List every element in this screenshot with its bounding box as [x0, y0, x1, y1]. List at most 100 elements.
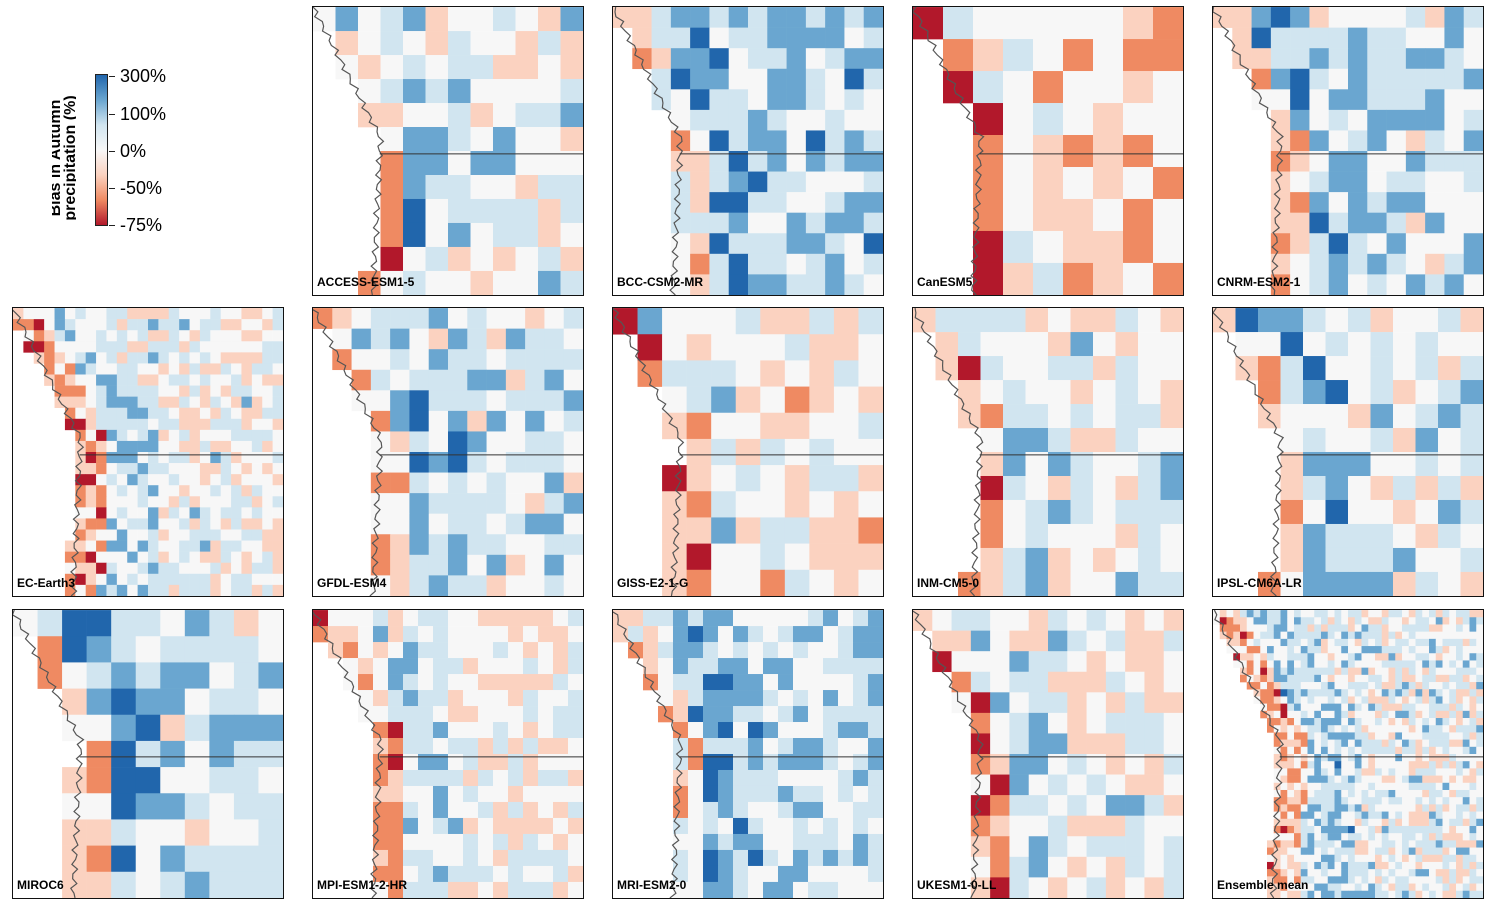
bias-cell [1294, 718, 1302, 726]
bias-cell [462, 769, 479, 787]
bias-cell [1280, 718, 1288, 726]
bias-cell [1388, 674, 1396, 683]
bias-cell [1422, 653, 1430, 661]
bias-cell [1408, 840, 1416, 848]
bias-cell [1438, 547, 1461, 573]
bias-cell [1294, 710, 1302, 719]
bias-cell [807, 881, 824, 898]
bias-cell [1422, 840, 1430, 848]
bias-cell [1341, 890, 1349, 898]
map-panel-ipsl-cm6a-lr: IPSL-CM6A-LR [1212, 307, 1484, 597]
bias-cell [433, 690, 449, 707]
bias-cell [1402, 782, 1410, 791]
bias-cell [1321, 869, 1329, 877]
bias-cell [1386, 48, 1407, 70]
bias-cell [523, 706, 539, 723]
bias-cell [1280, 571, 1304, 596]
bias-cell [106, 429, 118, 442]
bias-cell [85, 330, 97, 342]
bias-cell [477, 642, 494, 659]
bias-cell [1348, 739, 1356, 748]
bias-cell [823, 706, 839, 723]
bias-cell [448, 754, 464, 771]
bias-cell [1048, 795, 1068, 816]
bias-cell [64, 374, 76, 386]
bias-cell [210, 308, 221, 320]
bias-cell [1341, 811, 1349, 820]
bias-cell [1348, 130, 1368, 152]
bias-cell [179, 562, 190, 575]
bias-cell [760, 360, 786, 387]
bias-cell [1456, 782, 1464, 791]
bias-cell [1233, 660, 1241, 668]
bias-cell [1334, 861, 1342, 870]
map-panel-ensemble-mean: Ensemble mean [1212, 609, 1484, 899]
bias-cell [1449, 739, 1457, 748]
bias-cell [507, 690, 524, 707]
bias-cell [990, 671, 1010, 693]
bias-cell [1334, 854, 1342, 863]
bias-cell [86, 662, 112, 689]
bias-cell [627, 610, 644, 627]
bias-cell [1348, 682, 1356, 690]
bias-cell [1438, 523, 1461, 549]
bias-cell [686, 491, 712, 518]
bias-cell [1408, 674, 1416, 683]
bias-cell [33, 308, 45, 320]
bias-cell [199, 551, 211, 564]
bias-cell [1260, 610, 1268, 618]
bias-cell [1381, 631, 1389, 640]
bias-cell [231, 330, 242, 342]
bias-cell [418, 801, 434, 819]
bias-cell [1267, 660, 1275, 668]
bias-cell [544, 472, 565, 494]
bias-cell [1294, 703, 1302, 712]
bias-cell [515, 222, 539, 248]
bias-cell [433, 738, 449, 755]
bias-cell [1267, 646, 1275, 654]
bias-cell [425, 55, 449, 80]
bias-cell [1370, 499, 1394, 525]
bias-cell [1307, 624, 1315, 632]
bias-cell [148, 485, 159, 497]
legend-tick [109, 225, 115, 226]
bias-cell [807, 801, 824, 819]
bias-cell [233, 819, 259, 846]
bias-cell [184, 740, 210, 768]
bias-cell [428, 534, 449, 556]
bias-cell [1115, 428, 1139, 453]
bias-cell [1456, 682, 1464, 690]
bias-cell [1462, 825, 1470, 834]
bias-cell [1462, 876, 1470, 884]
bias-cell [477, 849, 494, 867]
bias-cell [425, 198, 449, 224]
bias-cell [106, 319, 118, 331]
bias-cell [403, 817, 419, 835]
bias-cell [823, 658, 839, 675]
bias-cell [1429, 689, 1437, 697]
bias-cell [1442, 789, 1450, 798]
bias-cell [1115, 356, 1139, 381]
bias-cell [1469, 610, 1477, 618]
bias-cell [168, 551, 180, 564]
bias-cell [868, 690, 883, 707]
bias-cell [403, 55, 426, 80]
bias-cell [525, 472, 545, 494]
bias-cell [179, 540, 190, 552]
bias-cell [1422, 631, 1430, 640]
bias-cell [1307, 833, 1315, 841]
bias-cell [523, 769, 539, 787]
bias-cell [332, 349, 352, 371]
bias-cell [1028, 774, 1049, 796]
bias-cell [1476, 761, 1483, 769]
bias-cell [1354, 689, 1362, 697]
bias-cell [1476, 638, 1483, 647]
bias-cell [96, 584, 107, 596]
bias-cell [1456, 703, 1464, 712]
bias-cell [492, 31, 516, 56]
bias-cell [209, 662, 235, 689]
bias-cell [1092, 571, 1116, 596]
bias-cell [231, 518, 242, 530]
bias-cell [116, 562, 128, 575]
bias-cell [825, 171, 845, 193]
